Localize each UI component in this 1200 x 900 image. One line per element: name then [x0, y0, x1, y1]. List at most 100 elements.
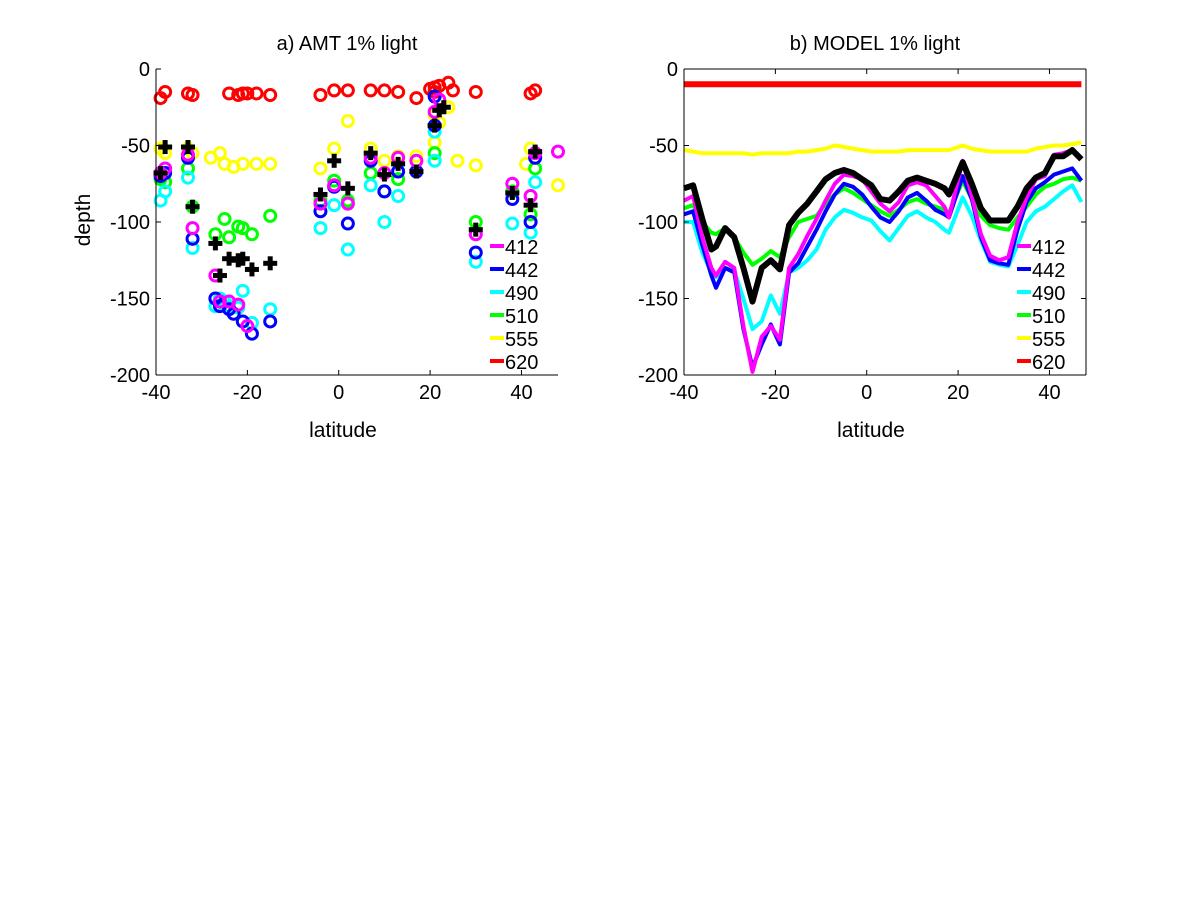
data-point-555 — [377, 153, 392, 168]
y-tick-label: -100 — [638, 212, 678, 234]
x-tick-label: 20 — [419, 382, 441, 404]
data-point-mean — [528, 144, 543, 159]
data-point-620 — [222, 86, 237, 101]
legend-item-412: 412 — [490, 237, 538, 259]
data-point-490 — [528, 175, 543, 190]
legend-item-442: 442 — [1017, 260, 1065, 282]
data-point-mean — [436, 100, 451, 115]
y-tick-label: -200 — [110, 365, 150, 387]
data-point-490 — [235, 283, 250, 298]
series-442 — [153, 89, 543, 341]
chart-title: b) MODEL 1% light — [790, 33, 961, 55]
data-point-510 — [244, 227, 259, 242]
legend-item-490: 490 — [1017, 283, 1065, 305]
data-point-490 — [391, 188, 406, 203]
data-point-555 — [468, 158, 483, 173]
data-point-555 — [551, 178, 565, 193]
data-point-490 — [505, 216, 520, 231]
data-point-mean — [244, 262, 259, 277]
legend-item-620: 620 — [490, 352, 538, 374]
legend-label: 555 — [505, 329, 538, 351]
data-point-mean — [427, 118, 442, 133]
data-point-555 — [235, 156, 250, 171]
data-point-620 — [377, 83, 392, 98]
data-point-412 — [240, 319, 255, 334]
plot-area-a — [153, 75, 565, 341]
data-point-510 — [263, 208, 278, 223]
y-tick-label: -150 — [638, 289, 678, 311]
data-point-620 — [327, 83, 342, 98]
data-point-510 — [427, 146, 442, 161]
plot-area-b — [683, 81, 1084, 374]
data-point-442 — [377, 184, 392, 199]
data-point-510 — [222, 230, 237, 245]
x-axis-label: latitude — [837, 419, 905, 442]
data-point-490 — [263, 302, 278, 317]
data-point-620 — [363, 83, 378, 98]
legend-label: 412 — [505, 237, 538, 259]
data-point-mean — [212, 268, 227, 283]
data-point-620 — [313, 88, 328, 103]
data-point-442 — [468, 245, 483, 260]
series-line-412 — [683, 148, 1083, 374]
data-point-412 — [340, 196, 355, 211]
data-point-412 — [212, 294, 227, 309]
data-point-490 — [377, 215, 392, 229]
data-point-442 — [523, 215, 538, 229]
data-point-555 — [450, 153, 465, 168]
series-mean — [153, 100, 543, 283]
legend-label: 555 — [1032, 329, 1065, 351]
data-point-mean — [158, 140, 173, 155]
y-axis-label: depth — [72, 194, 95, 247]
legend-label: 510 — [1032, 306, 1065, 328]
legend-label: 412 — [1032, 237, 1065, 259]
legend-label: 510 — [505, 306, 538, 328]
data-point-620 — [409, 91, 424, 106]
axes-a: -40 -20 0 20 400-50-100-150-200 — [110, 59, 558, 404]
data-point-490 — [313, 221, 328, 236]
data-point-510 — [363, 166, 378, 181]
data-point-490 — [327, 198, 342, 213]
data-point-mean — [208, 236, 223, 251]
x-tick-label: -20 — [233, 382, 262, 404]
data-point-620 — [235, 86, 250, 101]
data-point-mean — [363, 146, 378, 161]
data-point-442 — [313, 204, 328, 219]
legend-item-412: 412 — [1017, 237, 1065, 259]
legend-item-620: 620 — [1017, 352, 1065, 374]
data-point-620 — [158, 84, 173, 99]
x-tick-label: 0 — [333, 382, 344, 404]
series-line-490 — [684, 183, 1084, 332]
data-point-490 — [180, 170, 195, 185]
data-point-620 — [528, 83, 543, 98]
data-point-490 — [468, 254, 483, 269]
data-point-555 — [313, 161, 328, 176]
y-tick-label: 0 — [139, 59, 150, 81]
x-tick-label: 20 — [947, 382, 969, 404]
data-point-555 — [409, 149, 424, 164]
series-412 — [153, 92, 565, 334]
x-axis-label: latitude — [309, 419, 377, 442]
data-point-510 — [391, 172, 406, 187]
data-point-620 — [240, 86, 255, 101]
data-point-mean — [432, 103, 447, 118]
data-point-490 — [340, 242, 355, 257]
data-point-442 — [263, 314, 278, 329]
data-point-mean — [153, 166, 168, 181]
legend-item-555: 555 — [490, 329, 538, 351]
data-point-412 — [327, 178, 342, 193]
data-point-555 — [249, 156, 264, 171]
data-point-620 — [340, 83, 355, 98]
series-490 — [153, 124, 543, 330]
x-tick-label: -20 — [761, 382, 790, 404]
series-line-mean — [683, 147, 1084, 305]
data-point-mean — [327, 153, 342, 168]
data-point-mean — [180, 140, 195, 155]
data-point-555 — [340, 114, 355, 129]
series-555 — [153, 100, 565, 193]
data-point-555 — [327, 141, 342, 156]
data-point-490 — [158, 184, 173, 199]
